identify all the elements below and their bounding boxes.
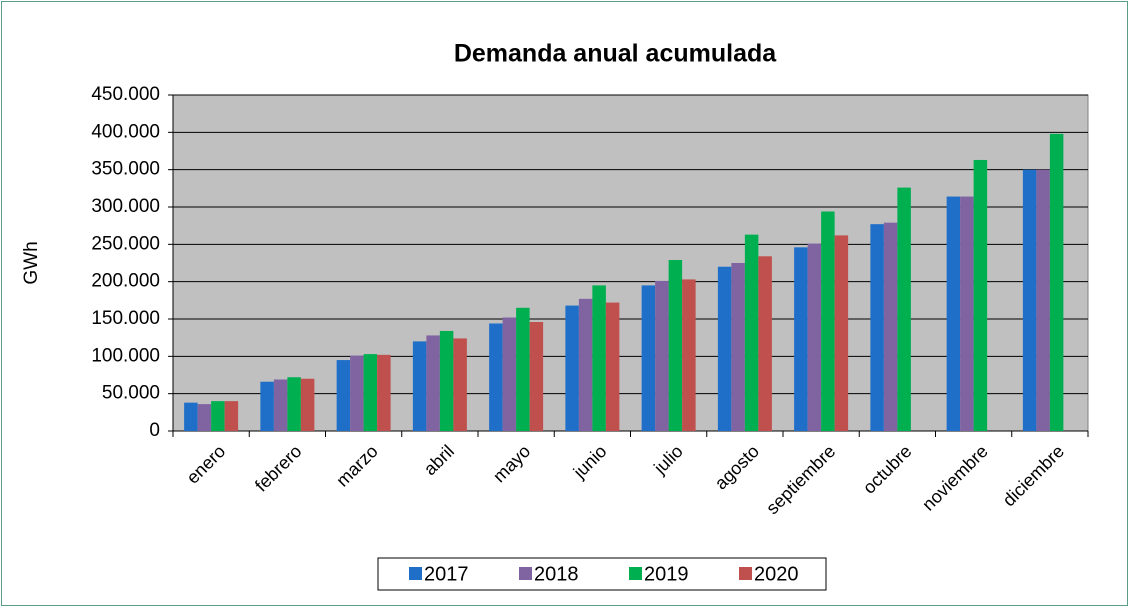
- legend-label: 2019: [644, 563, 689, 585]
- bar: [287, 377, 301, 431]
- bar: [363, 354, 378, 431]
- bar: [350, 355, 364, 431]
- bar: [731, 263, 745, 431]
- bar: [1036, 169, 1050, 431]
- y-tick-label: 450.000: [91, 84, 160, 105]
- y-tick-label: 0: [149, 420, 160, 441]
- bar: [592, 285, 606, 431]
- bar: [1022, 169, 1037, 431]
- bar: [453, 338, 467, 431]
- bar: [807, 243, 822, 431]
- bar: [578, 298, 593, 431]
- bar: [960, 196, 974, 431]
- bar: [883, 222, 898, 431]
- y-tick-label: 200.000: [91, 271, 160, 292]
- bar: [516, 307, 530, 431]
- bar: [682, 279, 696, 431]
- bar: [489, 323, 503, 431]
- legend-label: 2017: [424, 563, 469, 585]
- chart-title: Demanda anual acumulada: [454, 40, 777, 68]
- legend-swatch: [409, 567, 422, 580]
- bar: [973, 159, 988, 431]
- bar: [897, 187, 911, 431]
- legend-swatch: [629, 567, 642, 580]
- legend-swatch: [519, 567, 532, 580]
- bar: [655, 280, 669, 431]
- bar: [529, 321, 544, 431]
- bar: [273, 379, 288, 431]
- y-tick-label: 250.000: [91, 233, 160, 254]
- bar: [184, 402, 198, 431]
- bar: [641, 285, 656, 431]
- bar: [336, 360, 351, 431]
- bar: [744, 234, 759, 431]
- y-tick-label: 350.000: [91, 159, 160, 180]
- y-tick-label: 100.000: [91, 345, 160, 366]
- bar: [1049, 133, 1064, 431]
- bar: [300, 378, 315, 431]
- y-tick-label: 300.000: [91, 196, 160, 217]
- bar: [377, 354, 391, 431]
- y-axis-label: GWh: [21, 241, 42, 284]
- bar: [605, 302, 620, 431]
- bar: [821, 211, 835, 431]
- bar: [502, 317, 517, 431]
- bar: [758, 256, 772, 431]
- y-tick-label: 50.000: [102, 383, 160, 404]
- bar: [260, 381, 274, 431]
- bar: [439, 330, 454, 431]
- legend-label: 2018: [534, 563, 579, 585]
- bar: [565, 305, 579, 431]
- y-tick-label: 150.000: [91, 308, 160, 329]
- bar: [717, 266, 732, 431]
- plot-area: [172, 94, 1089, 432]
- legend-label: 2020: [754, 563, 799, 585]
- bar: [224, 401, 239, 431]
- bar: [412, 341, 427, 431]
- legend-swatch: [739, 567, 752, 580]
- bar: [426, 335, 440, 431]
- y-tick-label: 400.000: [91, 121, 160, 142]
- bar: [946, 196, 961, 431]
- bar: [870, 224, 884, 431]
- bar: [211, 401, 225, 431]
- bar: [668, 260, 683, 431]
- bar: [197, 404, 212, 431]
- bar: [834, 235, 849, 431]
- bar: [794, 247, 808, 431]
